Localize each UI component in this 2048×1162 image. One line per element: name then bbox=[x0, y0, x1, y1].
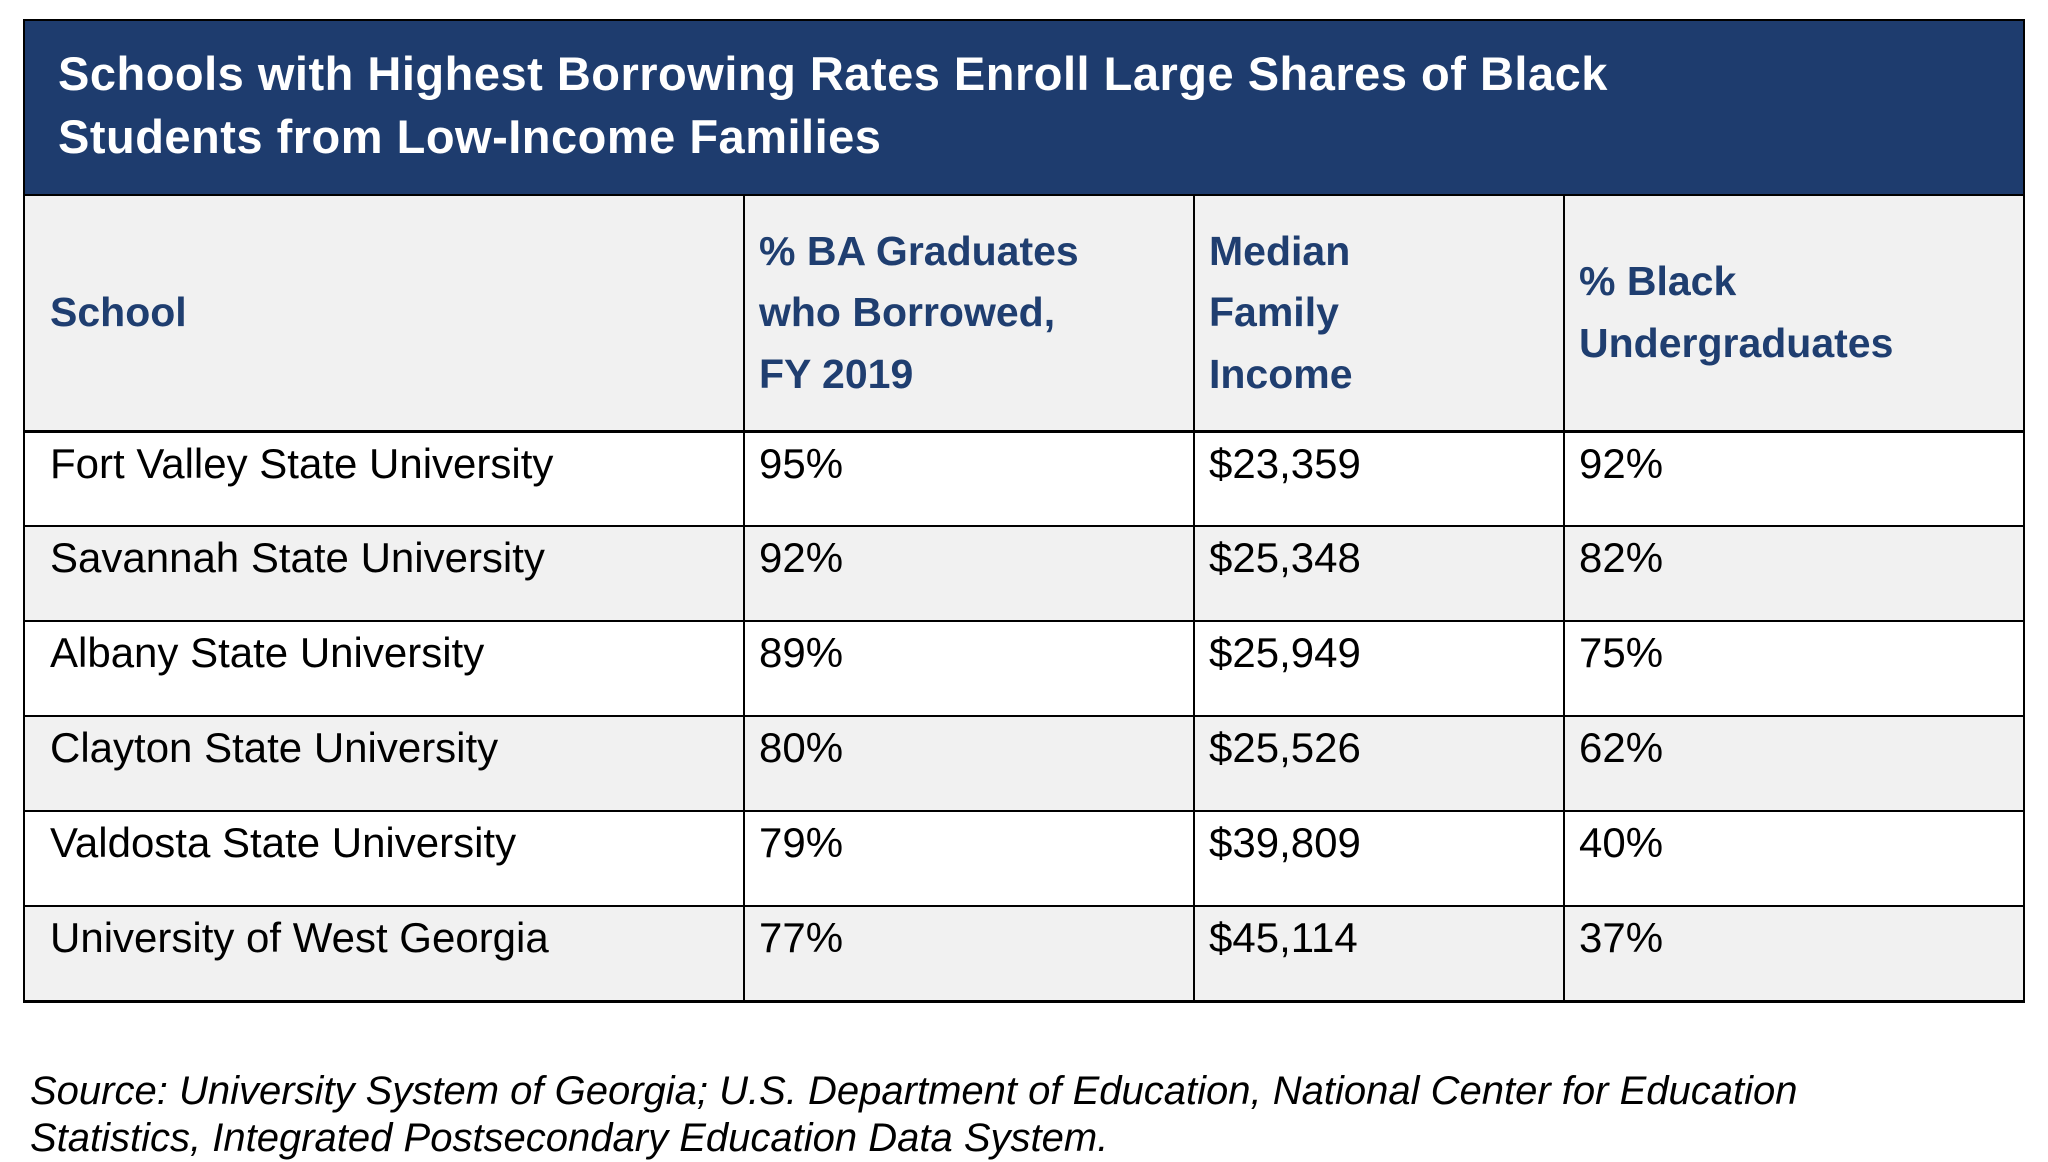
column-header-school: School bbox=[23, 194, 745, 433]
column-header-median-family-income: Median Family Income bbox=[1193, 194, 1565, 433]
figure-title: Schools with Highest Borrowing Rates Enr… bbox=[23, 19, 2025, 196]
table-row: Clayton State University 80% $25,526 62% bbox=[23, 715, 2025, 812]
title-bar: Schools with Highest Borrowing Rates Enr… bbox=[23, 19, 2025, 196]
table-row: Savannah State University 92% $25,348 82… bbox=[23, 525, 2025, 622]
black-undergrad-cell: 75% bbox=[1563, 620, 2025, 717]
income-cell: $23,359 bbox=[1193, 430, 1565, 527]
borrowed-cell: 89% bbox=[743, 620, 1195, 717]
school-cell: Fort Valley State University bbox=[23, 430, 745, 527]
column-header-ba-graduates-borrowed: % BA Graduates who Borrowed, FY 2019 bbox=[743, 194, 1195, 433]
borrowed-cell: 80% bbox=[743, 715, 1195, 812]
black-undergrad-cell: 40% bbox=[1563, 810, 2025, 907]
income-cell: $25,526 bbox=[1193, 715, 1565, 812]
black-undergrad-cell: 82% bbox=[1563, 525, 2025, 622]
school-cell: Clayton State University bbox=[23, 715, 745, 812]
table-row: Fort Valley State University 95% $23,359… bbox=[23, 430, 2025, 527]
borrowed-cell: 79% bbox=[743, 810, 1195, 907]
income-cell: $25,348 bbox=[1193, 525, 1565, 622]
income-cell: $39,809 bbox=[1193, 810, 1565, 907]
black-undergrad-cell: 62% bbox=[1563, 715, 2025, 812]
table-row: Valdosta State University 79% $39,809 40… bbox=[23, 810, 2025, 907]
income-cell: $25,949 bbox=[1193, 620, 1565, 717]
table-row: Albany State University 89% $25,949 75% bbox=[23, 620, 2025, 717]
borrowed-cell: 92% bbox=[743, 525, 1195, 622]
source-note: Source: University System of Georgia; U.… bbox=[30, 1069, 1798, 1161]
school-cell: Albany State University bbox=[23, 620, 745, 717]
column-header-row: School % BA Graduates who Borrowed, FY 2… bbox=[23, 194, 2025, 433]
income-cell: $45,114 bbox=[1193, 905, 1565, 1003]
borrowed-cell: 77% bbox=[743, 905, 1195, 1003]
school-cell: University of West Georgia bbox=[23, 905, 745, 1003]
school-cell: Savannah State University bbox=[23, 525, 745, 622]
column-header-black-undergraduates: % Black Undergraduates bbox=[1563, 194, 2025, 433]
black-undergrad-cell: 92% bbox=[1563, 430, 2025, 527]
borrowed-cell: 95% bbox=[743, 430, 1195, 527]
black-undergrad-cell: 37% bbox=[1563, 905, 2025, 1003]
borrowing-rates-table: Schools with Highest Borrowing Rates Enr… bbox=[23, 19, 2025, 1003]
school-cell: Valdosta State University bbox=[23, 810, 745, 907]
table-row: University of West Georgia 77% $45,114 3… bbox=[23, 905, 2025, 1003]
